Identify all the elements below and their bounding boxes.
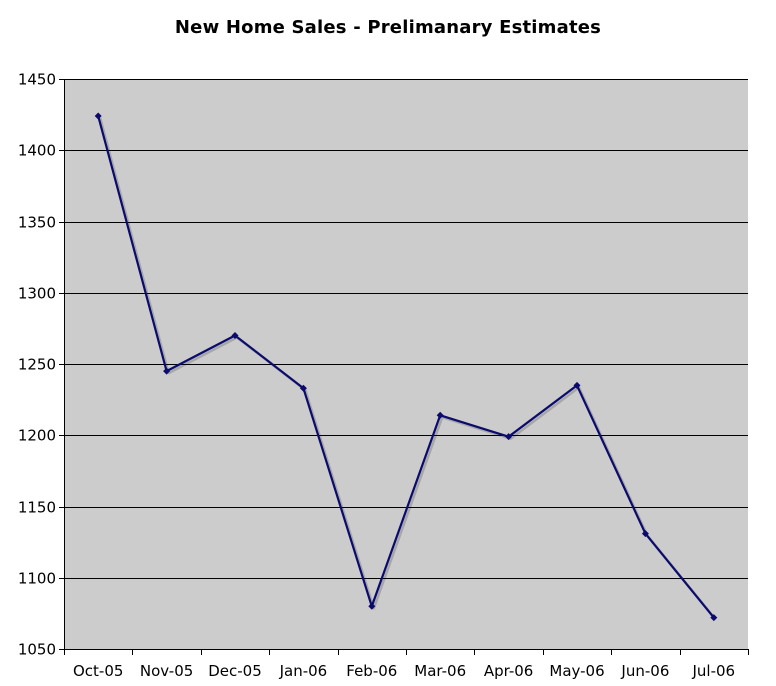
y-tick-label: 1350 [18, 214, 56, 232]
y-tick-label: 1050 [18, 641, 56, 659]
y-tick-label: 1100 [18, 570, 56, 588]
y-tick-label: 1200 [18, 427, 56, 445]
x-tick-label: Feb-06 [346, 662, 397, 680]
data-point-marker [505, 433, 513, 441]
y-tick-label: 1150 [18, 499, 56, 517]
y-tick-label: 1250 [18, 356, 56, 374]
y-tick-label: 1400 [18, 142, 56, 160]
x-tick-label: Jul-06 [691, 662, 735, 680]
data-point-marker [299, 384, 307, 392]
chart-title: New Home Sales - Prelimanary Estimates [174, 17, 602, 38]
x-tick-label: Nov-05 [140, 662, 193, 680]
data-point-marker [94, 112, 102, 120]
y-tick-label: 1300 [18, 285, 56, 303]
x-tick-label: Apr-06 [484, 662, 534, 680]
x-tick-label: Oct-05 [73, 662, 123, 680]
data-point-marker [436, 411, 444, 419]
data-point-marker [163, 367, 171, 375]
data-point-marker [231, 332, 239, 339]
data-point-marker [641, 530, 649, 538]
x-tick-label: Mar-06 [414, 662, 466, 680]
x-tick-label: Dec-05 [208, 662, 262, 680]
series-line [97, 115, 715, 619]
x-tick-label: May-06 [549, 662, 604, 680]
x-tick-label: Jan-06 [279, 662, 328, 680]
x-tick-label: Jun-06 [620, 662, 669, 680]
y-tick-label: 1450 [18, 71, 56, 89]
data-point-marker [368, 602, 376, 610]
data-point-marker [573, 381, 581, 389]
data-point-marker [710, 614, 718, 622]
